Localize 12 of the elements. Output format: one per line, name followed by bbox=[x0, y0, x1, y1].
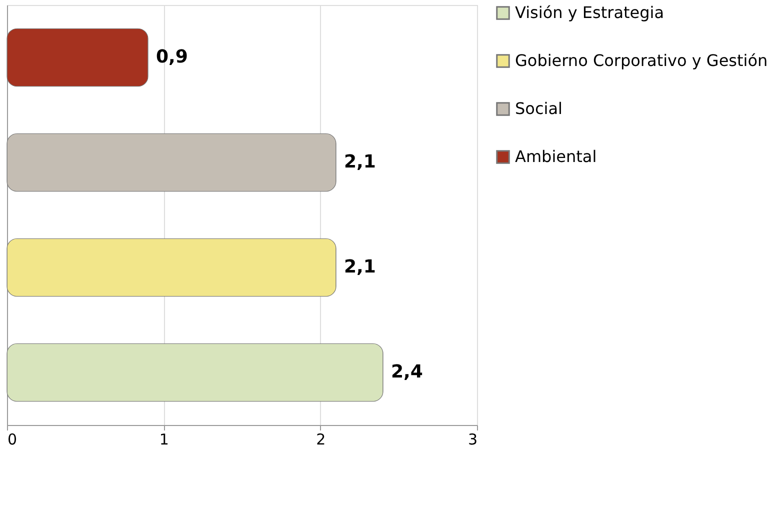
legend-label: Social bbox=[515, 99, 562, 118]
data-label: 2,1 bbox=[344, 256, 376, 278]
data-label: 0,9 bbox=[156, 46, 188, 68]
x-tick-label: 3 bbox=[468, 430, 478, 448]
legend-label: Ambiental bbox=[515, 147, 597, 166]
data-label: 2,4 bbox=[391, 362, 423, 382]
x-tick-label: 2 bbox=[316, 430, 326, 448]
x-tick-label: 0 bbox=[8, 430, 18, 448]
x-tick-label: 1 bbox=[159, 430, 169, 448]
legend-label: Gobierno Corporativo y Gestión bbox=[515, 51, 768, 70]
legend-label: Visión y Estrategia bbox=[515, 3, 664, 22]
data-label: 2,1 bbox=[344, 152, 376, 172]
